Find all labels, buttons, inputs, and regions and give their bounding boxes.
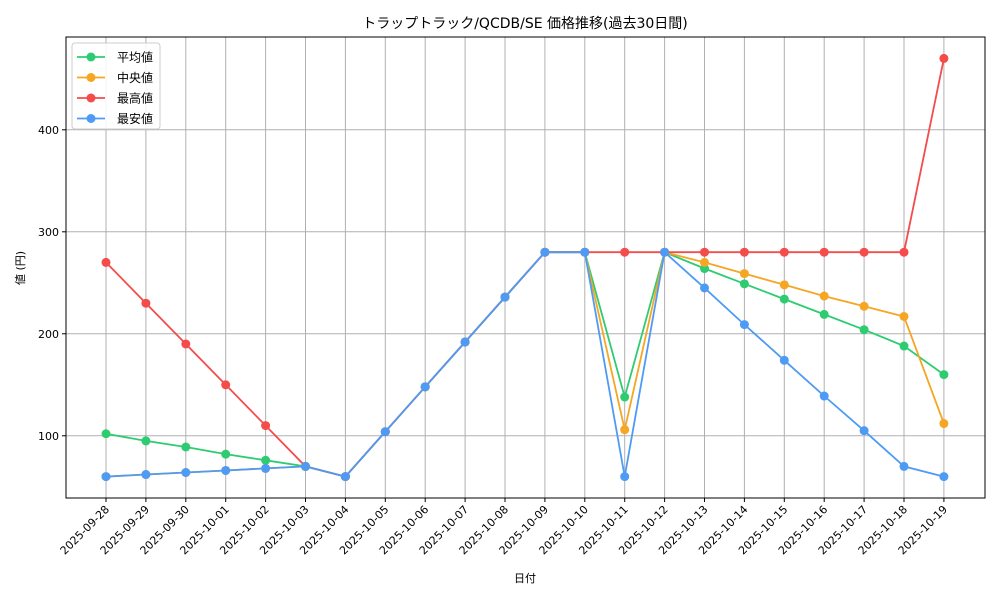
data-point (181, 442, 191, 452)
data-point (261, 463, 271, 473)
data-point (779, 247, 789, 257)
data-point (620, 247, 630, 257)
data-point (221, 465, 231, 475)
data-point (859, 325, 869, 335)
data-point (819, 309, 829, 319)
series-最安値 (101, 247, 949, 482)
data-point (700, 283, 709, 293)
data-point (700, 247, 709, 257)
data-point (739, 269, 749, 279)
data-point (739, 279, 749, 289)
data-point (620, 472, 630, 482)
data-point (899, 341, 909, 351)
data-point (819, 291, 829, 301)
data-point (261, 421, 271, 431)
data-point (620, 425, 630, 435)
data-point (939, 472, 949, 482)
data-point (939, 370, 949, 380)
legend-marker (86, 73, 96, 82)
data-point (221, 449, 231, 459)
data-point (899, 461, 909, 471)
series-layer (101, 53, 949, 482)
data-point (660, 247, 670, 257)
data-point (101, 429, 111, 439)
x-axis-label: 日付 (514, 572, 536, 585)
data-point (580, 247, 590, 257)
data-point (899, 247, 909, 257)
legend-entry: 平均値 (117, 50, 153, 65)
data-point (181, 468, 191, 478)
data-point (540, 247, 550, 257)
data-point (460, 337, 470, 347)
data-point (859, 247, 869, 257)
data-point (819, 247, 829, 257)
data-point (779, 280, 789, 290)
y-tick-label: 100 (38, 430, 59, 443)
data-point (939, 419, 949, 429)
data-point (141, 436, 151, 446)
series-line (105, 250, 945, 478)
legend-entry: 最高値 (117, 91, 153, 106)
chart-title: トラップトラック/QCDB/SE 価格推移(過去30日間) (362, 16, 688, 32)
data-point (739, 247, 749, 257)
y-axis-label: 値 (円) (14, 251, 27, 285)
data-point (420, 382, 430, 392)
data-point (340, 472, 350, 482)
data-point (859, 301, 869, 311)
data-point (261, 455, 271, 465)
data-point (779, 294, 789, 304)
legend-marker (86, 52, 96, 62)
data-point (500, 292, 510, 302)
plot-frame (65, 36, 986, 499)
data-point (899, 311, 909, 321)
y-tick-label: 400 (38, 124, 59, 137)
data-point (620, 392, 630, 402)
legend-marker (86, 93, 96, 103)
legend-entry: 中央値 (117, 70, 153, 85)
data-point (101, 257, 111, 267)
data-point (380, 427, 390, 437)
legend-entry: 最安値 (117, 111, 153, 126)
y-tick-label: 300 (38, 226, 59, 239)
data-point (181, 339, 191, 349)
data-point (221, 380, 231, 390)
data-point (700, 257, 709, 267)
grid-lines (66, 37, 985, 498)
data-point (779, 355, 789, 365)
y-axis: 100 200 300 400 (38, 124, 66, 443)
data-point (101, 472, 111, 482)
data-point (859, 426, 869, 436)
data-point (739, 320, 749, 330)
data-point (141, 298, 151, 308)
legend-marker (86, 114, 96, 123)
data-point (301, 461, 310, 471)
data-point (819, 391, 829, 401)
data-point (141, 470, 151, 480)
data-point (939, 53, 949, 63)
legend-box (71, 42, 161, 130)
y-tick-label: 200 (38, 328, 59, 341)
